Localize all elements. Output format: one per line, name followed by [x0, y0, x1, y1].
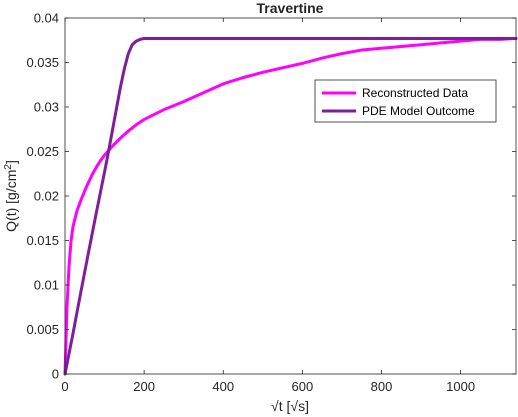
y-tick-label: 0.015	[26, 233, 59, 248]
y-tick-label: 0.035	[26, 55, 59, 70]
plot-area	[65, 18, 516, 374]
x-axis-label: √t [√s]	[271, 398, 309, 414]
y-axis-label-end: ]	[3, 160, 19, 164]
y-axis-label-main: Q(t) [g/cm	[3, 170, 19, 232]
y-tick-label: 0.03	[34, 100, 59, 115]
y-axis-label-sup: 2	[3, 164, 14, 170]
x-tick-label: 0	[61, 379, 68, 394]
y-axis-label: Q(t) [g/cm2]	[3, 160, 20, 232]
x-tick-label: 200	[133, 379, 155, 394]
legend-box	[314, 79, 497, 123]
chart-title: Travertine	[257, 0, 324, 16]
x-tick-label: 800	[371, 379, 393, 394]
x-tick-label: 1000	[446, 379, 475, 394]
legend: Reconstructed Data PDE Model Outcome	[314, 79, 497, 123]
y-tick-label: 0.02	[34, 189, 59, 204]
y-tick-label: 0.04	[34, 11, 59, 26]
reconstructed-data-line	[63, 36, 518, 376]
pde-model-outcome-line	[63, 36, 518, 376]
y-tick-label: 0.01	[34, 278, 59, 293]
y-tick-label: 0.025	[26, 144, 59, 159]
legend-label-reconstructed: Reconstructed Data	[362, 86, 468, 100]
y-tick-label: 0.005	[26, 322, 59, 337]
x-tick-label: 400	[212, 379, 234, 394]
y-tick-label: 0	[52, 367, 59, 382]
x-tick-label: 600	[292, 379, 314, 394]
legend-label-pde: PDE Model Outcome	[362, 104, 475, 118]
